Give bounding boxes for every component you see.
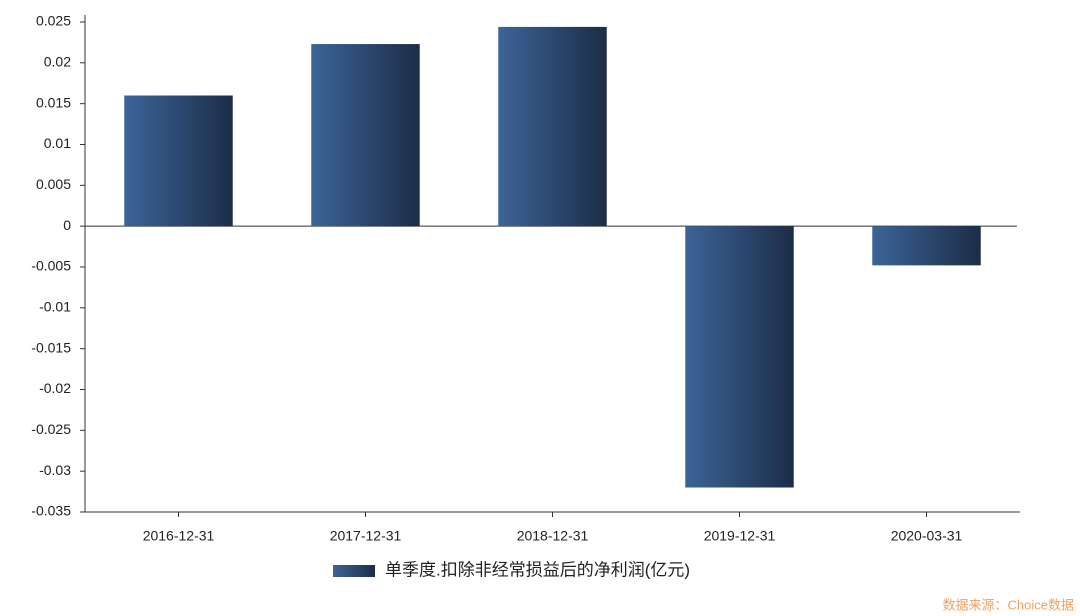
legend-swatch	[333, 565, 375, 577]
x-tick-label: 2019-12-31	[704, 528, 776, 544]
legend-label: 单季度.扣除非经常损益后的净利润(亿元)	[385, 560, 690, 579]
y-tick-label: -0.015	[31, 339, 71, 355]
x-tick-label: 2016-12-31	[143, 528, 215, 544]
y-tick-label: -0.025	[31, 421, 71, 437]
y-tick-label: 0.01	[44, 135, 71, 151]
y-tick-label: -0.035	[31, 503, 71, 519]
bar	[498, 26, 607, 227]
y-tick-label: 0.025	[36, 13, 71, 29]
x-tick-label: 2018-12-31	[517, 528, 589, 544]
y-tick-label: -0.02	[39, 380, 71, 396]
y-tick-label: 0.005	[36, 176, 71, 192]
bar	[685, 226, 794, 488]
x-tick-label: 2020-03-31	[891, 528, 963, 544]
y-tick-label: -0.01	[39, 299, 71, 315]
y-tick-label: -0.005	[31, 258, 71, 274]
bar	[311, 44, 420, 227]
bar	[872, 226, 981, 266]
source-note: 数据来源：Choice数据	[943, 597, 1074, 612]
y-tick-label: 0.02	[44, 54, 71, 70]
y-tick-label: -0.03	[39, 462, 71, 478]
y-tick-label: 0	[63, 217, 71, 233]
x-tick-label: 2017-12-31	[330, 528, 402, 544]
bar	[124, 95, 233, 227]
y-tick-label: 0.015	[36, 94, 71, 110]
